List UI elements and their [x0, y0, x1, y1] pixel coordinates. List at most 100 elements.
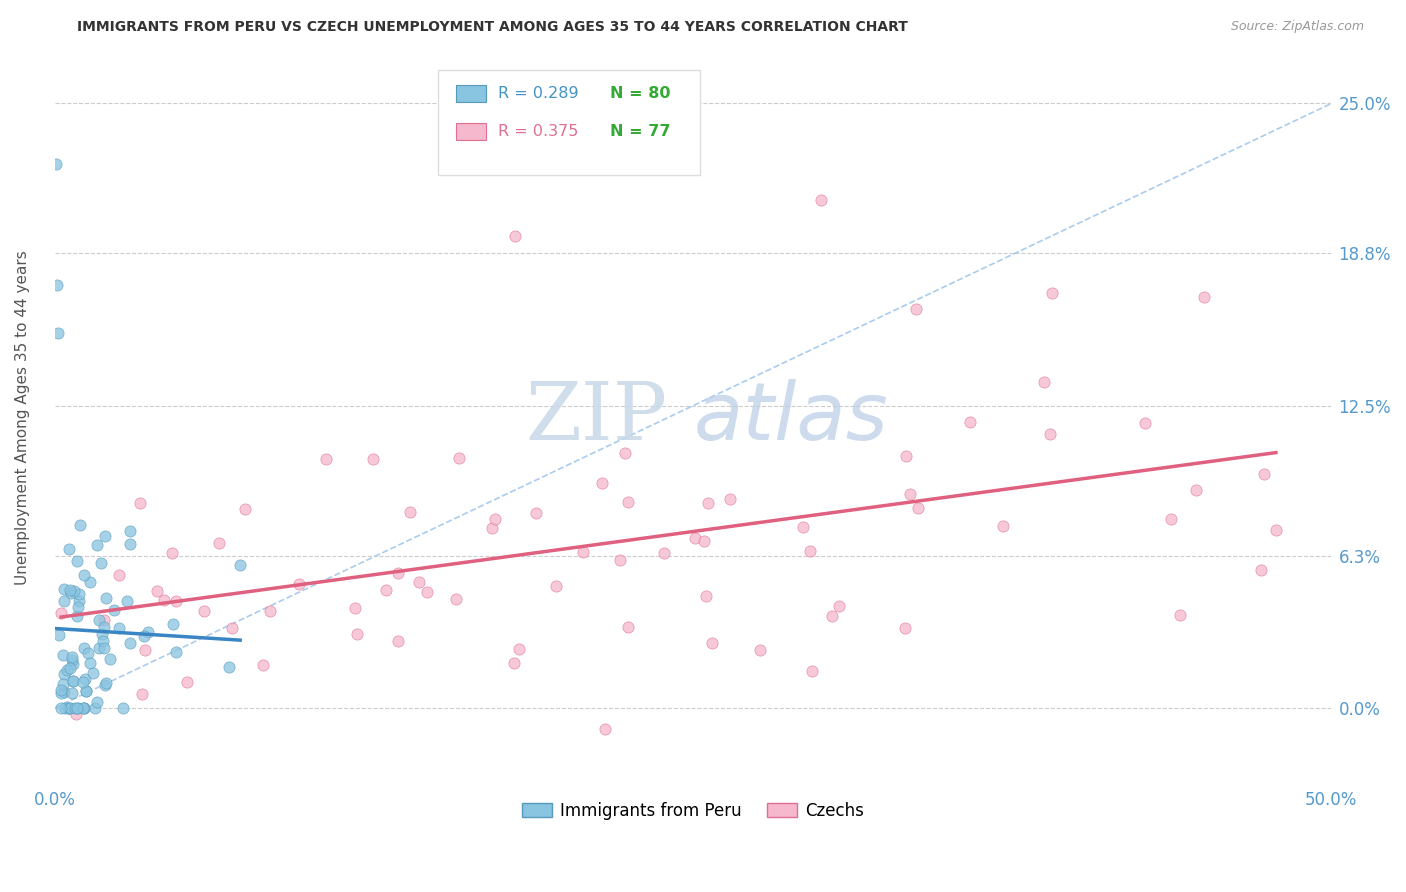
- Point: [799, 544, 821, 558]
- Point: [52, 648, 75, 662]
- Point: [66, 700, 89, 714]
- Point: [58, 700, 80, 714]
- Point: [361, 451, 384, 466]
- Point: [894, 449, 917, 463]
- Point: [79, 657, 101, 671]
- Point: [49, 683, 72, 698]
- Text: R = 0.289: R = 0.289: [498, 86, 578, 101]
- Point: [259, 604, 281, 618]
- Point: [73, 700, 96, 714]
- Text: Source: ZipAtlas.com: Source: ZipAtlas.com: [1230, 20, 1364, 33]
- Point: [221, 621, 243, 635]
- Point: [120, 636, 142, 650]
- Point: [56, 700, 79, 714]
- Point: [59, 700, 82, 714]
- Point: [53, 593, 76, 607]
- Point: [1033, 376, 1056, 390]
- Point: [193, 604, 215, 618]
- Point: [828, 599, 851, 613]
- Point: [66, 608, 89, 623]
- Point: [399, 505, 422, 519]
- Point: [48, 627, 70, 641]
- Point: [59, 661, 82, 675]
- Point: [93, 640, 115, 655]
- Point: [696, 496, 718, 510]
- Point: [60, 653, 83, 667]
- Point: [1184, 483, 1206, 497]
- Point: [75, 684, 97, 698]
- Point: [503, 229, 526, 244]
- Point: [208, 536, 231, 550]
- Point: [69, 518, 91, 533]
- Point: [132, 629, 155, 643]
- Point: [546, 579, 568, 593]
- Point: [53, 684, 76, 698]
- Point: [894, 621, 917, 635]
- Point: [693, 534, 716, 549]
- Point: [162, 616, 184, 631]
- Point: [810, 193, 832, 207]
- Point: [115, 593, 138, 607]
- Point: [503, 656, 526, 670]
- Point: [62, 674, 84, 689]
- Point: [94, 591, 117, 605]
- Point: [67, 587, 90, 601]
- Point: [55, 663, 77, 677]
- Text: R = 0.375: R = 0.375: [498, 124, 578, 139]
- Point: [86, 695, 108, 709]
- Point: [53, 667, 76, 681]
- Point: [346, 627, 368, 641]
- Point: [481, 521, 503, 535]
- Point: [218, 660, 240, 674]
- Text: N = 80: N = 80: [610, 86, 671, 101]
- Point: [98, 652, 121, 666]
- Point: [617, 620, 640, 634]
- Point: [53, 700, 76, 714]
- Point: [58, 542, 80, 557]
- Point: [108, 621, 131, 635]
- Text: atlas: atlas: [693, 379, 889, 457]
- Point: [52, 582, 75, 597]
- Point: [86, 538, 108, 552]
- Point: [87, 613, 110, 627]
- Point: [387, 566, 409, 580]
- Point: [77, 647, 100, 661]
- Point: [93, 613, 115, 627]
- Point: [93, 678, 115, 692]
- Point: [73, 672, 96, 686]
- Point: [792, 520, 814, 534]
- Point: [94, 529, 117, 543]
- Point: [48, 326, 70, 340]
- Point: [49, 607, 72, 621]
- Point: [89, 640, 111, 655]
- Point: [959, 415, 981, 429]
- Point: [748, 643, 770, 657]
- Point: [63, 584, 86, 599]
- Point: [165, 593, 187, 607]
- Point: [60, 686, 83, 700]
- Point: [58, 700, 80, 714]
- Point: [75, 684, 97, 698]
- Point: [1039, 426, 1062, 441]
- Point: [233, 501, 256, 516]
- Point: [52, 677, 75, 691]
- Point: [1040, 285, 1063, 300]
- Point: [1133, 417, 1156, 431]
- Point: [800, 664, 823, 678]
- Point: [90, 627, 112, 641]
- Point: [60, 650, 83, 665]
- Point: [287, 577, 309, 591]
- Point: [112, 700, 135, 714]
- Text: IMMIGRANTS FROM PERU VS CZECH UNEMPLOYMENT AMONG AGES 35 TO 44 YEARS CORRELATION: IMMIGRANTS FROM PERU VS CZECH UNEMPLOYME…: [77, 20, 908, 34]
- Point: [904, 302, 927, 317]
- FancyBboxPatch shape: [456, 122, 486, 140]
- Point: [449, 450, 471, 465]
- Point: [136, 624, 159, 639]
- Point: [45, 277, 67, 292]
- Point: [700, 636, 723, 650]
- Point: [484, 512, 506, 526]
- Point: [907, 500, 929, 515]
- Point: [91, 634, 114, 648]
- Point: [66, 554, 89, 568]
- Point: [508, 641, 530, 656]
